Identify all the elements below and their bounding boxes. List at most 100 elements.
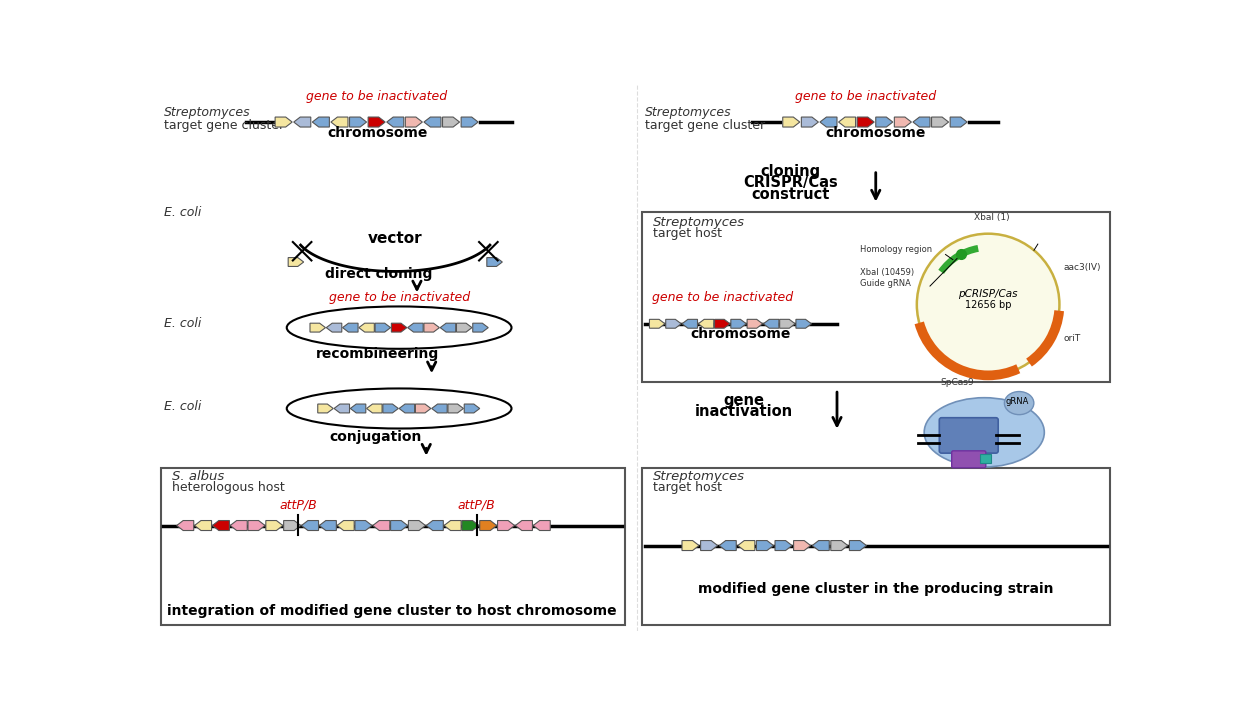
Text: recombineering: recombineering (316, 347, 439, 362)
Polygon shape (472, 323, 489, 332)
Text: Streptomyces: Streptomyces (164, 106, 250, 118)
Text: modified gene cluster in the producing strain: modified gene cluster in the producing s… (698, 582, 1054, 596)
Polygon shape (408, 520, 425, 530)
Polygon shape (444, 520, 461, 530)
Polygon shape (212, 520, 229, 530)
Text: attP/B: attP/B (458, 498, 496, 512)
Polygon shape (331, 117, 348, 127)
Polygon shape (265, 520, 283, 530)
Polygon shape (176, 520, 193, 530)
Polygon shape (516, 520, 532, 530)
Polygon shape (415, 404, 432, 413)
Polygon shape (334, 404, 350, 413)
Text: 12656 bp: 12656 bp (965, 301, 1012, 311)
Polygon shape (456, 323, 472, 332)
Text: cloning: cloning (760, 164, 821, 179)
Polygon shape (326, 323, 342, 332)
Polygon shape (857, 117, 874, 127)
Text: target host: target host (652, 227, 722, 240)
Polygon shape (424, 323, 439, 332)
Polygon shape (480, 520, 497, 530)
Text: chromosome: chromosome (689, 327, 790, 340)
Ellipse shape (924, 398, 1044, 467)
Polygon shape (487, 257, 502, 267)
Polygon shape (231, 520, 247, 530)
Polygon shape (288, 257, 304, 267)
FancyBboxPatch shape (952, 451, 986, 468)
Polygon shape (950, 117, 967, 127)
Text: Homology region: Homology region (861, 245, 932, 254)
Polygon shape (714, 319, 730, 328)
Polygon shape (756, 540, 774, 550)
Polygon shape (275, 117, 293, 127)
Polygon shape (387, 117, 404, 127)
Polygon shape (312, 117, 330, 127)
Text: gene to be inactivated: gene to be inactivated (652, 291, 792, 303)
Polygon shape (831, 540, 848, 550)
Polygon shape (682, 319, 697, 328)
Circle shape (916, 234, 1059, 375)
Text: pCRISP/Cas: pCRISP/Cas (959, 289, 1018, 298)
Text: heterologous host: heterologous host (172, 481, 285, 493)
Polygon shape (701, 540, 718, 550)
Ellipse shape (286, 306, 511, 349)
Text: Streptomyces: Streptomyces (652, 470, 744, 483)
Polygon shape (682, 540, 699, 550)
Polygon shape (764, 319, 779, 328)
Polygon shape (849, 540, 867, 550)
Polygon shape (463, 520, 479, 530)
Polygon shape (719, 540, 737, 550)
Text: target gene cluster: target gene cluster (645, 118, 765, 132)
Bar (161, 468, 625, 625)
Text: oriT: oriT (1064, 335, 1080, 343)
Polygon shape (284, 520, 301, 530)
Polygon shape (838, 117, 856, 127)
Text: construct: construct (751, 187, 830, 202)
Polygon shape (195, 520, 212, 530)
Polygon shape (796, 319, 811, 328)
Bar (981, 454, 991, 463)
Text: CRISPR/Cas: CRISPR/Cas (743, 176, 838, 191)
Text: XbaI (1): XbaI (1) (975, 213, 1009, 222)
Polygon shape (310, 323, 325, 332)
Polygon shape (367, 404, 382, 413)
Polygon shape (820, 117, 837, 127)
Polygon shape (248, 520, 265, 530)
Polygon shape (443, 117, 460, 127)
Text: E. coli: E. coli (164, 206, 202, 218)
Polygon shape (355, 520, 372, 530)
Polygon shape (399, 404, 414, 413)
Polygon shape (461, 117, 479, 127)
Text: inactivation: inactivation (694, 404, 794, 419)
Text: E. coli: E. coli (164, 318, 202, 330)
Polygon shape (392, 323, 407, 332)
Polygon shape (368, 117, 386, 127)
Polygon shape (405, 117, 423, 127)
Polygon shape (391, 520, 408, 530)
Text: E. coli: E. coli (164, 400, 202, 413)
Ellipse shape (1004, 391, 1034, 415)
Ellipse shape (286, 389, 511, 428)
Text: integration of modified gene cluster to host chromosome: integration of modified gene cluster to … (166, 604, 616, 618)
Text: S. albus: S. albus (172, 470, 224, 483)
Text: direct cloning: direct cloning (325, 267, 432, 281)
Text: target host: target host (652, 481, 722, 493)
Text: SpCas9: SpCas9 (940, 378, 973, 386)
Polygon shape (650, 319, 665, 328)
Polygon shape (698, 319, 714, 328)
Polygon shape (464, 404, 480, 413)
Polygon shape (533, 520, 551, 530)
Polygon shape (875, 117, 893, 127)
Polygon shape (746, 319, 763, 328)
Polygon shape (373, 520, 389, 530)
Polygon shape (317, 404, 334, 413)
Text: conjugation: conjugation (330, 430, 422, 444)
Polygon shape (374, 323, 391, 332)
Polygon shape (358, 323, 374, 332)
Polygon shape (738, 540, 755, 550)
Polygon shape (350, 117, 367, 127)
Polygon shape (931, 117, 949, 127)
FancyBboxPatch shape (940, 418, 998, 453)
Polygon shape (337, 520, 355, 530)
Polygon shape (448, 404, 464, 413)
